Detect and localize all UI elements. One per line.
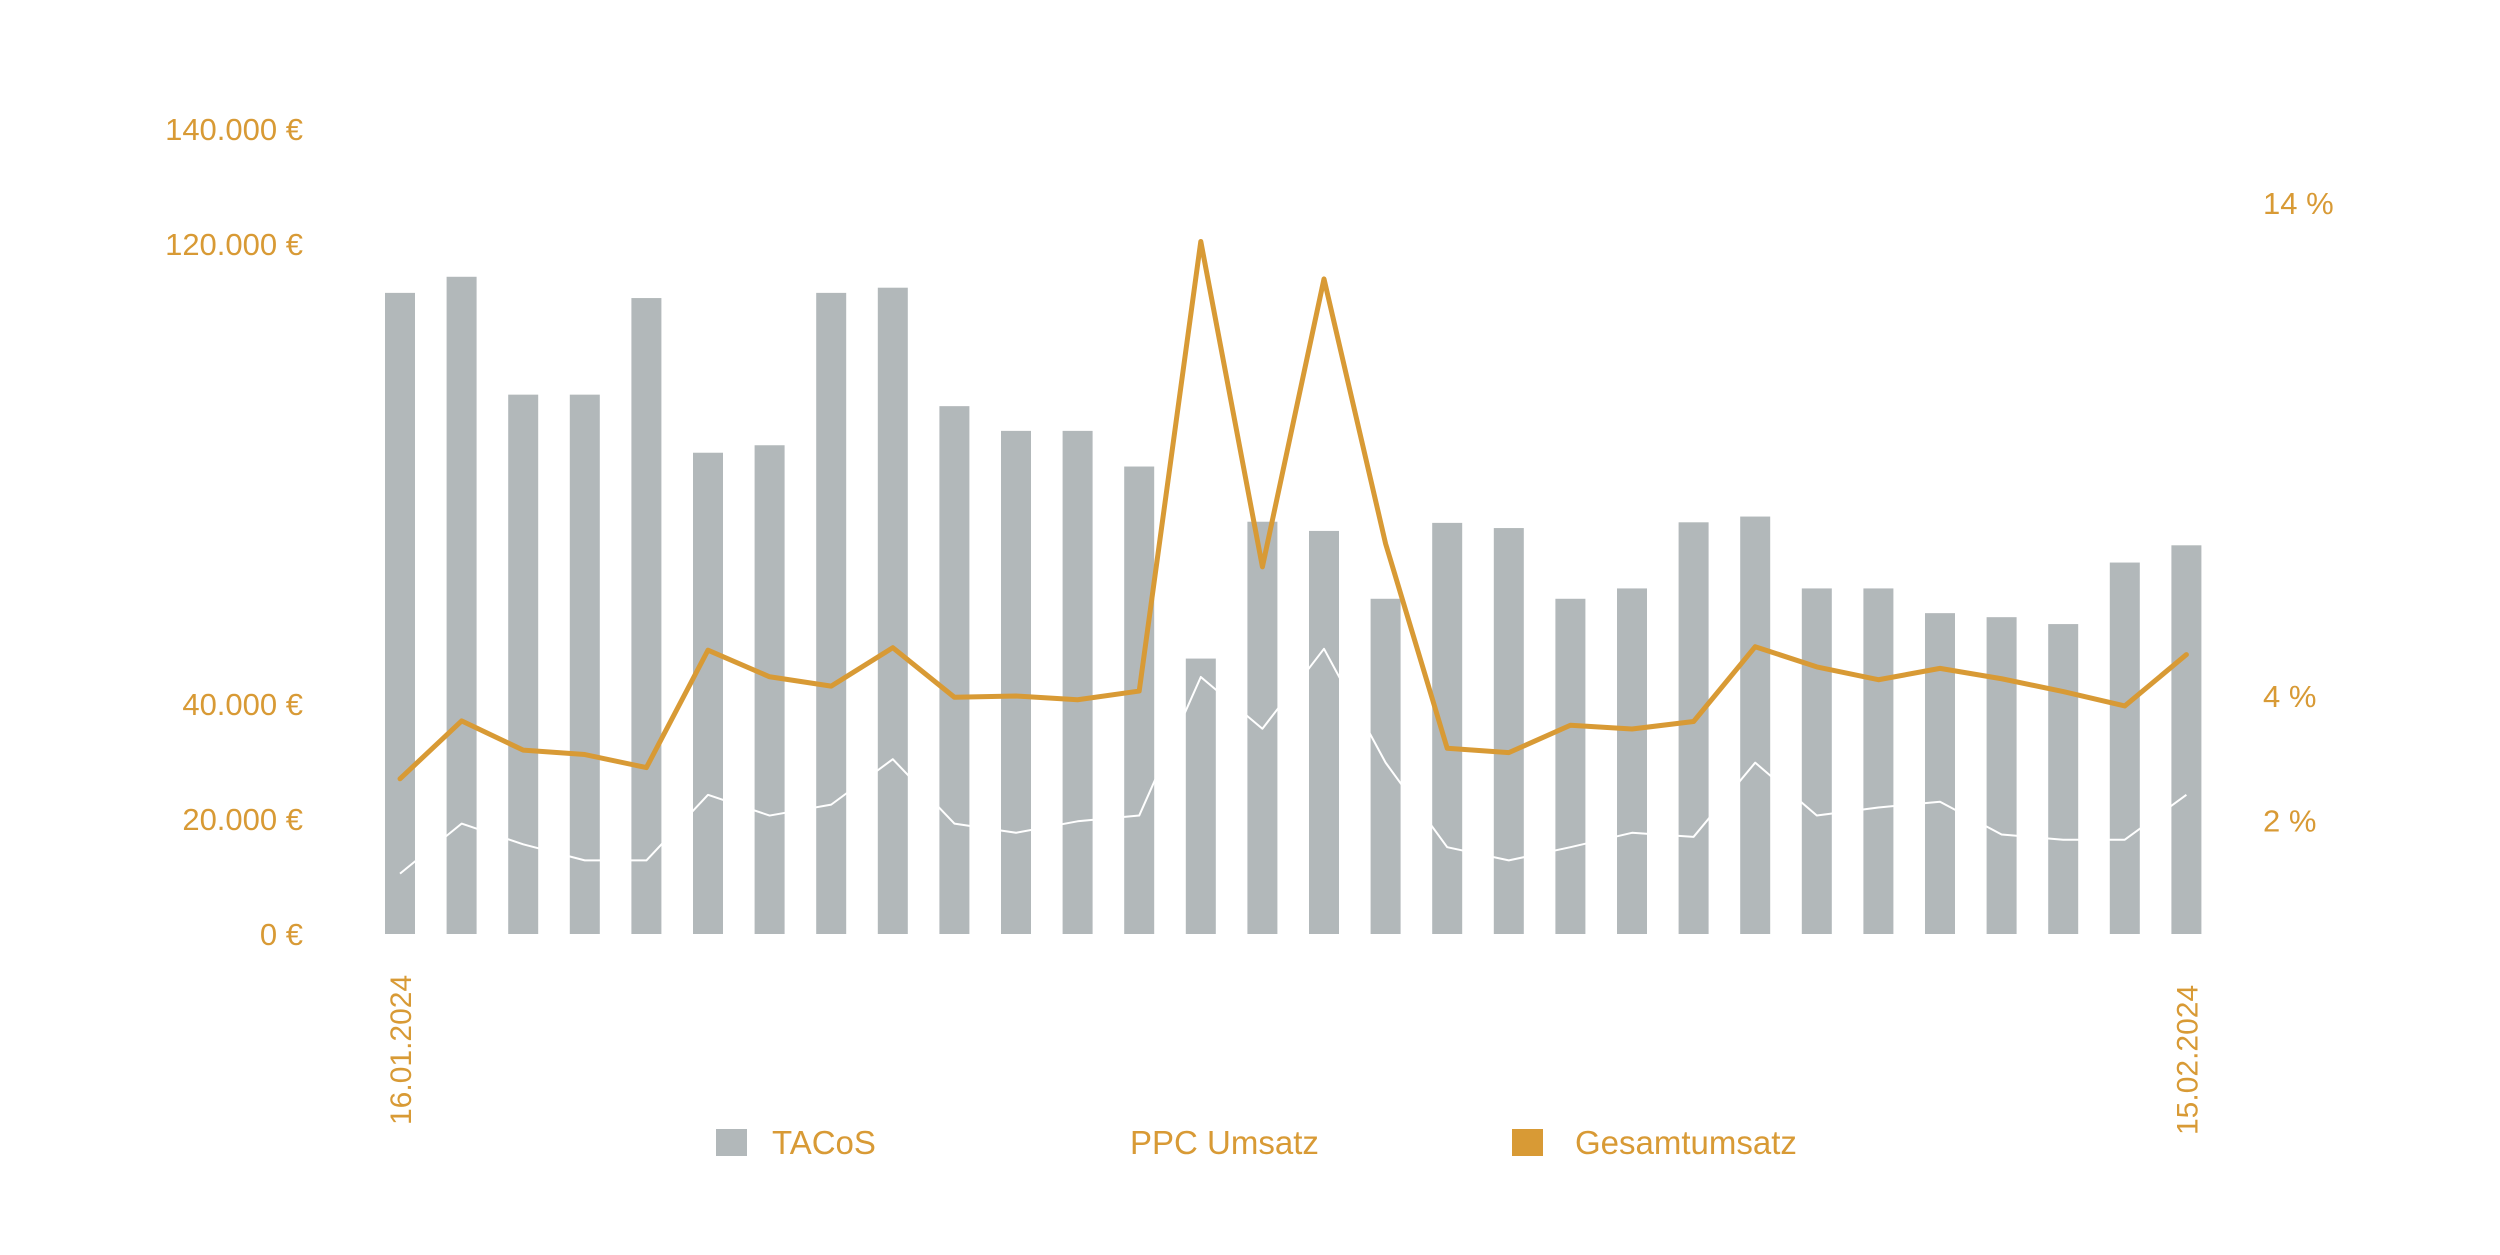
bar [1740,516,1771,934]
bar [1986,617,2017,934]
bar [1863,588,1894,934]
bar [385,292,415,934]
x-axis: 16.01.2024 15.02.2024 [385,975,2204,1135]
bar [1185,658,1216,934]
bar [631,298,662,934]
right-axis: 2 % 4 % 14 % [2263,186,2334,839]
left-tick-label: 40.000 € [182,687,303,722]
bar [1493,528,1524,934]
line-series-ppc-umsatz [399,647,2187,875]
legend-label-gesamtumsatz: Gesamtumsatz [1575,1124,1797,1161]
bar [1678,522,1709,934]
legend: TACoS PPC Umsatz Gesamtumsatz [716,1124,1797,1161]
bar [1617,588,1647,934]
bar [1309,530,1339,934]
left-tick-label: 20.000 € [182,802,303,837]
tacos-line [397,238,2189,782]
ppc-umsatz-line [399,647,2187,875]
bar [877,287,908,934]
bar [754,445,785,934]
bar [569,394,600,934]
bar [1124,466,1155,934]
legend-label-tacos: TACoS [772,1124,876,1161]
x-start-label: 16.01.2024 [385,975,418,1125]
x-end-label: 15.02.2024 [2171,985,2204,1135]
bar [508,394,539,934]
bar [816,292,847,934]
bar [1001,430,1031,934]
line-series-tacos [397,238,2189,782]
bar [2171,545,2202,934]
bar [446,276,477,934]
bar [1370,598,1401,934]
legend-label-ppc-umsatz: PPC Umsatz [1130,1124,1319,1161]
bar [1801,588,1832,934]
bar-series-gesamtumsatz [385,276,2202,934]
bar [1432,522,1463,934]
bar [2109,562,2140,934]
legend-swatch-tacos [716,1129,747,1156]
left-tick-label: 0 € [260,917,303,952]
left-axis: 0 € 20.000 € 40.000 € 120.000 € 140.000 € [165,112,303,952]
bar [1062,430,1093,934]
left-tick-label: 120.000 € [165,227,303,262]
right-tick-label: 4 % [2263,679,2316,714]
bar [2048,624,2079,934]
right-tick-label: 2 % [2263,804,2316,839]
right-tick-label: 14 % [2263,186,2334,221]
bar [1925,613,1955,934]
bar [939,406,970,934]
bar [1555,598,1586,934]
legend-swatch-gesamtumsatz [1512,1129,1543,1156]
left-tick-label: 140.000 € [165,112,303,147]
bar [693,452,723,934]
